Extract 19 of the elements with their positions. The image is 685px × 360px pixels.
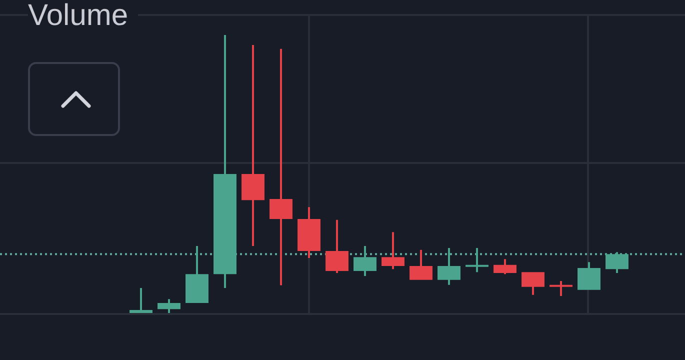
candlestick — [550, 281, 572, 296]
candlestick — [382, 232, 404, 270]
candlestick — [242, 45, 264, 246]
candlestick — [438, 248, 460, 285]
candlestick — [270, 48, 292, 286]
candlestick — [606, 252, 628, 273]
candlestick — [326, 220, 348, 273]
candlestick — [298, 207, 320, 258]
chart-title: Volume — [28, 0, 138, 34]
candlestick — [494, 259, 516, 274]
candlestick — [130, 288, 152, 313]
candlestick — [214, 35, 236, 288]
candlestick — [158, 299, 180, 313]
candlestick — [186, 246, 208, 303]
candlestick — [578, 262, 600, 290]
candlestick — [354, 246, 376, 276]
candlestick — [410, 250, 432, 280]
candlestick — [522, 272, 544, 295]
candlestick — [466, 248, 488, 272]
